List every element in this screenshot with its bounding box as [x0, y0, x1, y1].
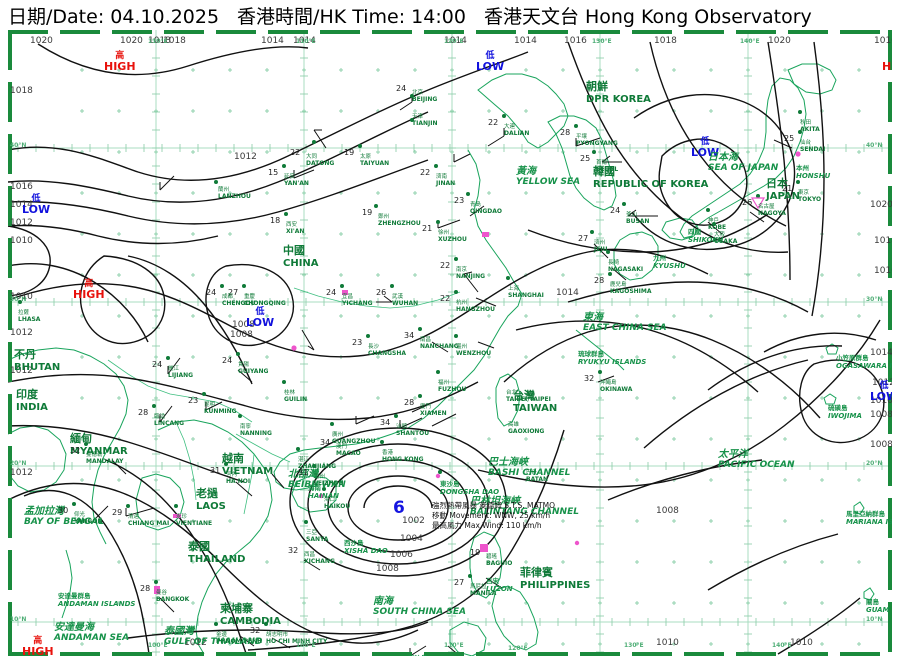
header-time: 香港時間/HK Time: 14:00: [237, 5, 466, 28]
map-frame: [8, 30, 892, 656]
station-markers-pink: [154, 151, 801, 594]
isobars: [8, 41, 885, 656]
station-markers-open: [750, 197, 766, 210]
coastlines: [8, 63, 875, 656]
weather-map[interactable]: 1020 1020 1018 1018 1014 1014 1014 1014 1016 1018…: [8, 30, 892, 656]
wind-barbs: [95, 94, 793, 656]
header-date: 日期/Date: 04.10.2025: [8, 5, 220, 28]
map-canvas: [8, 30, 892, 656]
header-agency: 香港天文台 Hong Kong Observatory: [483, 5, 812, 28]
page-header: 日期/Date: 04.10.2025 香港時間/HK Time: 14:00 …: [0, 0, 900, 30]
station-dots: [18, 94, 802, 626]
graticule-ticks: [17, 39, 883, 653]
